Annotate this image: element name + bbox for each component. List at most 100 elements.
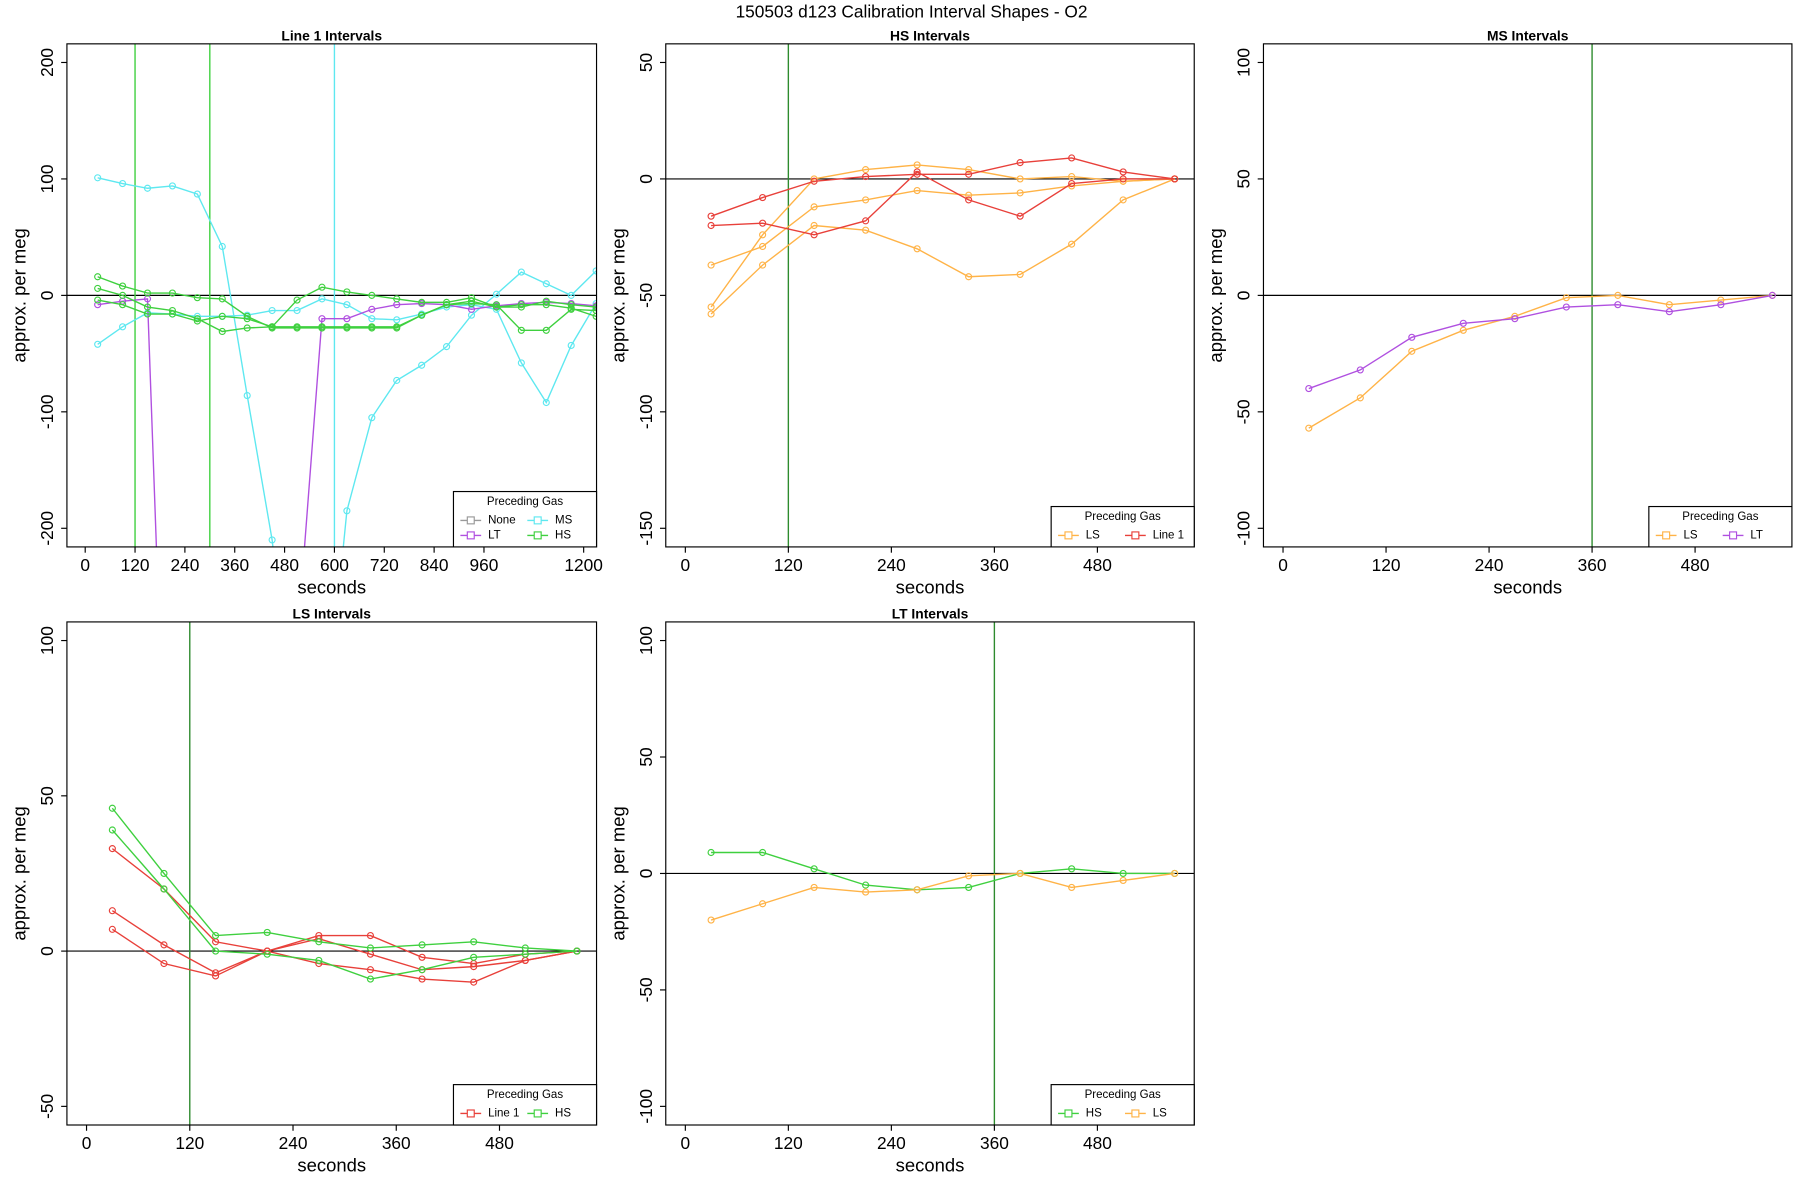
- data-point: [269, 875, 275, 881]
- data-point: [492, 290, 501, 298]
- data-point: [94, 340, 102, 348]
- data-point: [1717, 301, 1725, 309]
- data-point: [318, 283, 326, 291]
- legend-label: LS: [1086, 529, 1100, 541]
- data-point: [294, 642, 300, 648]
- legend-label: LT: [488, 529, 501, 541]
- data-point: [542, 398, 550, 407]
- x-axis-label: seconds: [896, 1154, 965, 1175]
- legend-marker: [1064, 531, 1073, 540]
- data-point: [319, 758, 325, 764]
- legend-label: LT: [1750, 529, 1763, 541]
- data-point: [315, 956, 323, 964]
- data-point: [443, 301, 451, 309]
- x-tick-label: 360: [220, 555, 249, 575]
- data-point: [366, 975, 375, 983]
- x-tick-label: 240: [170, 555, 199, 575]
- legend-marker: [1131, 1109, 1140, 1118]
- data-point: [108, 826, 116, 834]
- data-point: [759, 231, 767, 239]
- data-point: [318, 315, 326, 323]
- y-tick-label: -100: [37, 395, 57, 430]
- data-point: [517, 303, 525, 311]
- y-tick-label: 0: [636, 174, 656, 184]
- plot-frame: [665, 621, 1195, 1126]
- plot-frame: [1262, 43, 1793, 548]
- data-point: [263, 928, 271, 937]
- data-point: [1119, 175, 1127, 183]
- y-axis-label: approx. per meg: [607, 228, 628, 362]
- data-point: [810, 221, 818, 230]
- data-point: [418, 361, 426, 369]
- y-axis-label: approx. per meg: [9, 228, 30, 362]
- legend-marker: [533, 531, 542, 540]
- y-tick-label: 0: [636, 869, 656, 879]
- data-point: [318, 295, 326, 303]
- legend-box: [1648, 505, 1793, 548]
- data-point: [965, 191, 973, 199]
- legend-label: LS: [1683, 529, 1697, 541]
- legend-label: Line 1: [1153, 529, 1184, 541]
- legend-box: [1050, 1084, 1195, 1126]
- series-line: [710, 164, 1175, 308]
- data-point: [517, 268, 525, 276]
- data-point: [965, 273, 973, 281]
- data-point: [1614, 301, 1622, 309]
- data-point: [108, 925, 116, 933]
- figure-title: 150503 d123 Calibration Interval Shapes …: [736, 1, 1088, 21]
- data-point: [294, 758, 300, 764]
- data-point: [393, 323, 401, 331]
- data-point: [862, 196, 870, 204]
- data-point: [119, 282, 127, 290]
- y-tick-label: -50: [37, 1094, 57, 1119]
- y-tick-label: -100: [1234, 511, 1254, 546]
- data-point: [862, 166, 870, 174]
- data-point: [1068, 173, 1076, 181]
- legend-marker: [1662, 531, 1671, 540]
- legend-box: [452, 490, 598, 548]
- y-tick-label: 100: [37, 626, 57, 655]
- data-point: [263, 950, 271, 958]
- series-line: [710, 178, 1175, 266]
- data-point: [1068, 883, 1076, 892]
- data-point: [293, 306, 301, 315]
- data-point: [707, 303, 715, 311]
- data-point: [108, 804, 116, 812]
- data-point: [119, 180, 127, 188]
- data-point: [1016, 869, 1024, 878]
- data-point: [1119, 876, 1127, 885]
- legend-label: HS: [555, 529, 571, 541]
- legend-label: MS: [555, 514, 573, 526]
- data-point: [1016, 189, 1024, 197]
- legend-label: None: [488, 514, 516, 526]
- y-tick-label: -50: [1234, 399, 1254, 424]
- data-point: [168, 310, 177, 318]
- x-tick-label: 0: [80, 555, 90, 575]
- series-line: [97, 298, 597, 404]
- series-line: [111, 829, 577, 980]
- data-point: [366, 944, 375, 952]
- data-point: [1356, 366, 1364, 374]
- data-point: [143, 310, 152, 318]
- data-point: [343, 507, 351, 515]
- x-axis-label: seconds: [896, 576, 965, 597]
- data-point: [293, 323, 301, 331]
- series-line: [111, 928, 578, 983]
- x-tick-label: 240: [279, 1133, 308, 1153]
- panel-title: Line 1 Intervals: [281, 28, 382, 44]
- x-tick-label: 240: [877, 1133, 906, 1153]
- x-tick-label: 120: [774, 1133, 803, 1153]
- plot-frame: [66, 621, 598, 1126]
- y-tick-label: -100: [636, 1089, 656, 1124]
- data-point: [1016, 175, 1024, 183]
- data-point: [492, 303, 501, 311]
- legend-marker: [533, 516, 542, 525]
- y-tick-label: 50: [1234, 169, 1254, 188]
- panel-title: HS Intervals: [890, 28, 970, 44]
- data-point: [965, 166, 973, 174]
- x-tick-label: 480: [485, 1133, 514, 1153]
- legend-title: Preceding Gas: [487, 496, 563, 508]
- data-point: [315, 938, 323, 946]
- x-axis-label: seconds: [1493, 576, 1562, 597]
